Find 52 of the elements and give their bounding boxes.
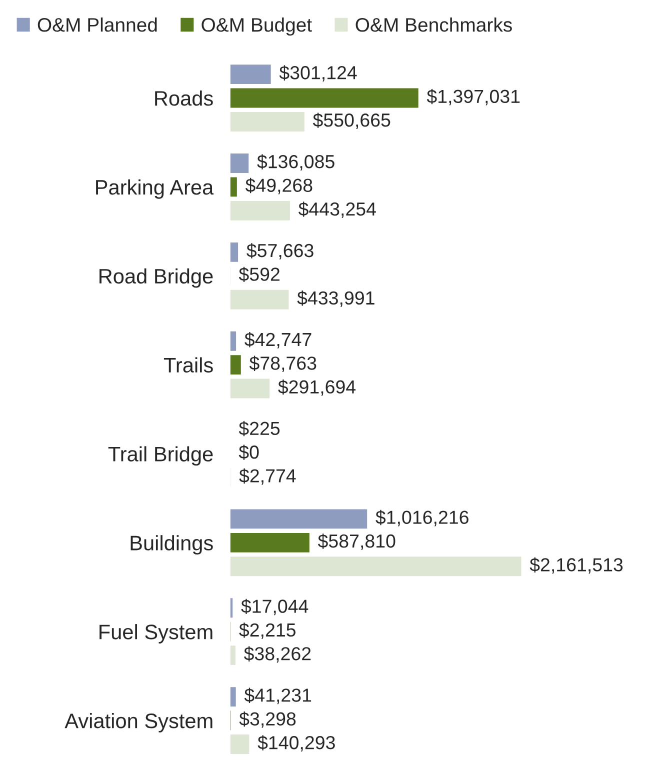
bar [230, 112, 304, 132]
bar [230, 154, 249, 173]
data-label: $301,124 [279, 65, 357, 82]
data-label: $2,774 [239, 468, 296, 485]
bar [230, 509, 368, 529]
data-label: $592 [238, 266, 280, 282]
y-tick-label: Fuel System [100, 624, 212, 644]
bar [230, 734, 250, 754]
legend-label: O&M Budget [202, 18, 312, 36]
bar [230, 290, 289, 310]
data-label: $0 [238, 444, 259, 460]
data-label: $57,663 [246, 243, 314, 260]
legend-label: O&M Benchmarks [356, 18, 512, 32]
data-label: $3,298 [239, 712, 296, 728]
bar [230, 200, 290, 220]
data-label: $587,810 [318, 534, 396, 550]
data-label: $42,747 [244, 332, 312, 348]
bar [230, 687, 236, 707]
data-label: $2,161,513 [530, 557, 623, 574]
y-tick-label: Road Bridge [100, 268, 213, 288]
data-label: $78,763 [249, 356, 316, 372]
bar [230, 177, 237, 197]
bar [230, 64, 271, 84]
bar [230, 378, 270, 398]
data-label: $1,397,031 [426, 88, 520, 106]
data-label: $433,991 [297, 290, 374, 307]
data-label: $225 [238, 420, 280, 436]
data-label: $140,293 [258, 735, 335, 752]
bar [230, 88, 418, 108]
data-label: $38,262 [244, 646, 311, 663]
data-label: $1,016,216 [376, 510, 468, 526]
bar [230, 532, 310, 552]
y-tick-label: Buildings [130, 535, 213, 555]
data-label: $136,085 [257, 154, 334, 170]
bar [230, 556, 522, 576]
data-label: $41,231 [244, 688, 312, 704]
bar [230, 242, 238, 262]
bar [230, 355, 241, 375]
data-label: $550,665 [312, 112, 390, 129]
data-label: $17,044 [241, 598, 308, 616]
bar [230, 646, 236, 666]
data-label: $291,694 [278, 379, 356, 396]
data-label: $2,215 [239, 622, 296, 639]
y-tick-label: Aviation System [64, 712, 212, 732]
y-tick-label: Trails [164, 357, 213, 373]
legend-label: O&M Planned [38, 18, 157, 32]
bar [230, 331, 236, 351]
y-tick-label: Trail Bridge [108, 446, 213, 466]
data-label: $49,268 [245, 178, 312, 194]
data-label: $443,254 [298, 202, 376, 218]
y-tick-label: Parking Area [96, 179, 214, 199]
y-tick-label: Roads [155, 90, 213, 106]
